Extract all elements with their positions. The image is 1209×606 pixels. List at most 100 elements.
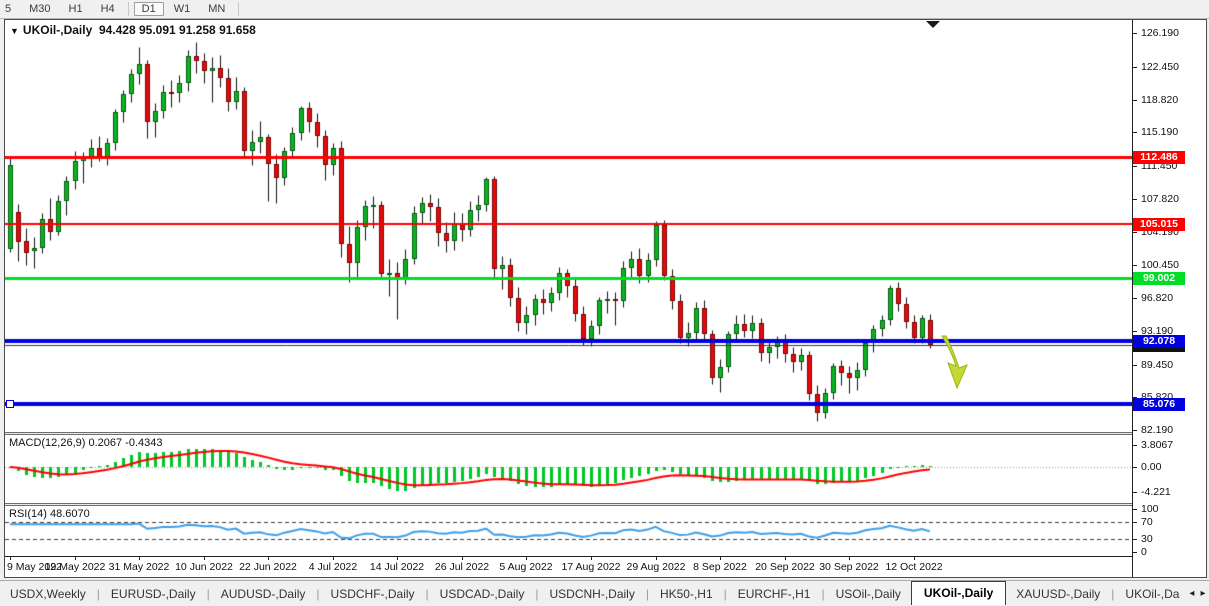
tabs-scroll-right-icon[interactable]: ▸ [1200,588,1209,599]
date-label: 8 Sep 2022 [693,561,747,573]
chart-shift-marker-icon[interactable] [926,21,940,28]
date-tick [75,557,76,560]
axis-tick-label: 115.190 [1133,126,1207,139]
timeframe-button-w1[interactable]: W1 [173,3,191,15]
tab-separator: | [206,586,210,601]
macd-canvas[interactable] [5,435,1132,503]
collapse-arrow-icon[interactable]: ▼ [10,26,19,36]
date-label: 29 Aug 2022 [626,561,686,573]
tab-usdx-weekly[interactable]: USDX,Weekly [10,586,86,601]
date-tick [268,557,269,560]
date-tick [914,557,915,560]
axis-tick-label: -4.221 [1133,486,1207,499]
plot-column: ▼ UKOil-,Daily 94.428 95.091 91.258 91.65… [5,20,1132,577]
date-tick [656,557,657,560]
axis-tick-label: 30 [1133,533,1207,546]
timeframe-button-h1[interactable]: H1 [68,3,83,15]
tab-hk50-h1[interactable]: HK50-,H1 [659,586,713,601]
tab-usoil-daily[interactable]: USOil-,Daily [835,586,901,601]
tab-ukoil-daily[interactable]: UKOil-,Daily [910,580,1007,605]
hline-price-badge: 92.078 [1133,335,1185,348]
date-tick [10,557,11,560]
tab-xauusd-daily[interactable]: XAUUSD-,Daily [1016,586,1101,601]
date-label: 20 Sep 2022 [755,561,815,573]
date-label: 10 Jun 2022 [175,561,233,573]
date-tick [139,557,140,560]
date-label: 19 May 2022 [44,561,106,573]
timeframe-button-m30[interactable]: M30 [29,3,51,15]
symbol-info: ▼ UKOil-,Daily 94.428 95.091 91.258 91.65… [10,23,256,37]
chart-tab-bar: USDX,Weekly | EURUSD-,Daily | AUDUSD-,Daily |… [0,580,1209,606]
tab-usdcnh-daily[interactable]: USDCNH-,Daily [549,586,635,601]
tab-separator: | [645,586,649,601]
price-pane: ▼ UKOil-,Daily 94.428 95.091 91.258 91.65… [5,20,1132,432]
axis-tick-label: 122.450 [1133,61,1207,74]
tab-eurchf-h1[interactable]: EURCHF-,H1 [737,586,811,601]
chart-ohlc-values: 94.428 95.091 91.258 91.658 [98,23,256,37]
hline-price-badge: 99.002 [1133,272,1185,285]
tab-separator: | [821,586,825,601]
date-tick [526,557,527,560]
tab-separator: | [316,586,320,601]
hline-price-badge: 85.076 [1133,398,1185,411]
tab-ukoil-da[interactable]: UKOil-,Da [1125,586,1180,601]
macd-label: MACD(12,26,9) 0.2067 -0.4343 [9,437,163,449]
date-label: 9 May 2022 [7,561,62,573]
date-label: 4 Jul 2022 [308,561,358,573]
axis-tick-label: 89.450 [1133,359,1207,372]
date-label: 22 Jun 2022 [239,561,297,573]
tab-usdchf-daily[interactable]: USDCHF-,Daily [330,586,415,601]
date-label: 14 Jul 2022 [369,561,425,573]
axis-tick-label: 82.190 [1133,424,1207,437]
tabs-scroll-left-icon[interactable]: ◂ [1189,588,1201,599]
main-chart-canvas[interactable] [5,20,1132,432]
tab-audusd-daily[interactable]: AUDUSD-,Daily [220,586,306,601]
macd-pane: MACD(12,26,9) 0.2067 -0.4343 [5,435,1132,503]
hline-price-badge: 112.486 [1133,151,1185,164]
date-label: 17 Aug 2022 [561,561,621,573]
rsi-canvas[interactable] [5,506,1132,556]
tab-separator: | [425,586,429,601]
pane-separator[interactable] [5,432,1132,435]
rsi-label: RSI(14) 48.6070 [9,508,90,520]
date-tick [204,557,205,560]
hline-price-badge: 105.015 [1133,218,1185,231]
axis-tick-label: 93.190 [1133,325,1207,338]
date-tick [849,557,850,560]
timeframe-button-d1[interactable]: D1 [133,2,164,16]
tab-separator: | [1111,586,1115,601]
tab-usdcad-daily[interactable]: USDCAD-,Daily [439,586,525,601]
axis-tick-label: 3.8067 [1133,439,1207,452]
pane-separator[interactable] [5,503,1132,506]
axis-tick-label: 126.190 [1133,27,1207,40]
date-tick [462,557,463,560]
date-label: 30 Sep 2022 [819,561,879,573]
sell-signal-arrow[interactable] [934,335,972,391]
axis-tick-label: 96.820 [1133,292,1207,305]
tab-separator: | [96,586,100,601]
axis-tick-label: 70 [1133,516,1207,529]
date-tick [591,557,592,560]
date-axis[interactable]: 9 May 2022 19 May 2022 31 May 2022 10 Jun 2… [5,556,1132,577]
date-label: 26 Jul 2022 [434,561,490,573]
axis-tick-label: 0.00 [1133,461,1207,474]
date-label: 12 Oct 2022 [885,561,943,573]
chart-title: UKOil-,Daily [22,23,93,37]
tab-eurusd-daily[interactable]: EURUSD-,Daily [110,586,196,601]
chart-window: ▼ UKOil-,Daily 94.428 95.091 91.258 91.65… [4,19,1207,578]
axis-tick-label: 100 [1133,503,1207,516]
date-tick [333,557,334,560]
hline-handle[interactable] [6,400,14,408]
date-tick [397,557,398,560]
price-axis[interactable]: 126.190 122.450 118.820 115.190 111.450 107.8… [1132,20,1206,577]
timeframe-button-h4[interactable]: H4 [100,3,115,15]
timeframe-button-5[interactable]: 5 [5,3,12,15]
timeframe-button-mn[interactable]: MN [208,3,226,15]
date-tick [785,557,786,560]
axis-tick-label: 107.820 [1133,193,1207,206]
toolbar-separator [238,2,240,16]
date-label: 31 May 2022 [108,561,170,573]
toolbar-separator [127,2,129,16]
date-tick [720,557,721,560]
date-label: 5 Aug 2022 [499,561,553,573]
